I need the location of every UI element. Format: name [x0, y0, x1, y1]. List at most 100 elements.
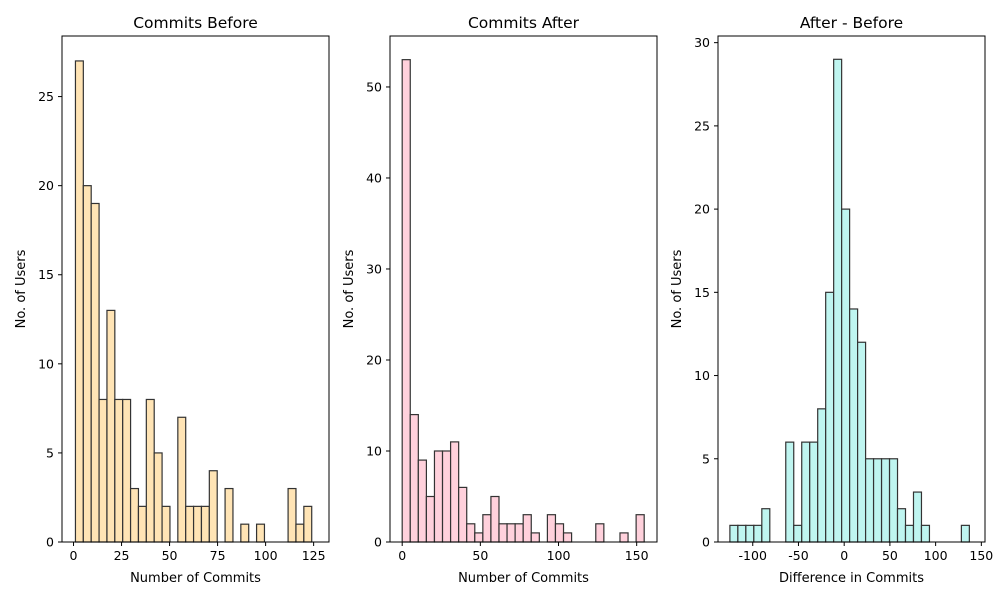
histogram-bar	[433, 450, 444, 543]
histogram-bar	[737, 524, 747, 543]
histogram-bar	[200, 505, 210, 543]
y-tick-label: 10	[38, 356, 54, 371]
histogram-bar	[482, 514, 492, 543]
histogram-bar	[619, 532, 629, 543]
histogram-bar	[864, 458, 875, 543]
y-tick-label: 20	[694, 202, 710, 217]
histogram-bar	[474, 532, 484, 543]
histogram-bar	[880, 458, 891, 543]
histogram-bar	[960, 524, 970, 543]
histogram-bar	[506, 523, 516, 543]
histogram-bar	[137, 505, 147, 543]
x-tick-label: 50	[472, 548, 488, 563]
x-tick-label: 0	[840, 548, 848, 563]
histogram-bar	[498, 523, 508, 543]
histogram-bar	[793, 524, 803, 543]
histogram-bar	[554, 523, 565, 543]
histogram-bar	[729, 524, 739, 543]
histogram-bar	[129, 487, 140, 543]
y-tick-label: 0	[702, 535, 710, 550]
histogram-bar	[466, 523, 476, 543]
plot-frame	[61, 35, 330, 543]
x-tick-label: 100	[254, 548, 278, 563]
histogram-bar	[240, 523, 250, 543]
chart-title: Commits After	[468, 14, 580, 32]
y-tick-label: 50	[366, 79, 382, 94]
histogram-bar	[745, 524, 755, 543]
y-tick-label: 15	[694, 285, 710, 300]
y-tick-label: 0	[46, 535, 54, 550]
x-tick-label: -50	[788, 548, 808, 563]
y-tick-label: 20	[38, 178, 54, 193]
histogram-bar	[817, 408, 827, 543]
histogram-bar	[153, 452, 163, 543]
histogram-bar	[896, 508, 907, 543]
x-tick-label: 50	[162, 548, 178, 563]
histogram-bar	[417, 459, 427, 543]
histogram-bar	[98, 398, 108, 543]
x-tick-label: 75	[210, 548, 226, 563]
chart-after-minus-before: After - Before -100 -50 0 50 100 150 0 5 10 15 20 2…	[670, 14, 993, 586]
histogram-bar	[562, 532, 573, 543]
plot-frame	[717, 35, 986, 543]
y-tick-label: 25	[38, 89, 54, 104]
histogram-bar	[145, 398, 155, 543]
y-tick-label: 5	[46, 445, 54, 460]
histogram-bar	[106, 309, 116, 543]
histogram-bar	[857, 341, 867, 543]
chart-title: After - Before	[800, 14, 903, 32]
histogram-bar	[303, 505, 313, 543]
histogram-bar	[833, 58, 843, 543]
histogram-bar	[255, 523, 266, 543]
histogram-bar	[635, 514, 645, 543]
histogram-bar	[449, 441, 460, 543]
histogram-bar	[912, 491, 923, 543]
histogram-bar	[114, 398, 124, 543]
x-axis-label: Difference in Commits	[779, 571, 924, 586]
histogram-bar	[409, 413, 419, 543]
histogram-bar	[287, 487, 297, 543]
histogram-bar	[809, 441, 819, 543]
x-tick-label: 0	[70, 548, 78, 563]
histogram-bar	[595, 523, 605, 543]
chart-commits-before: Commits Before 0 25 50 75 100 125 0 5 10 15 20 25 N…	[14, 14, 330, 586]
histogram-bar	[872, 458, 883, 543]
histogram-bar	[785, 441, 795, 543]
x-axis-label: Number of Commits	[458, 571, 589, 586]
histogram-bar	[530, 532, 540, 543]
histogram-bar	[90, 202, 100, 543]
x-tick-label: 150	[969, 548, 993, 563]
y-tick-label: 30	[694, 35, 710, 50]
histogram-bar	[208, 470, 218, 543]
histogram-bar	[82, 185, 92, 543]
ticks-group: 0 50 100 150 0 10 20 30 40 50	[366, 79, 649, 563]
histogram-bar	[185, 505, 195, 543]
y-tick-label: 10	[694, 368, 710, 383]
y-axis-label: No. of Users	[670, 249, 685, 328]
histogram-bar	[522, 514, 532, 543]
histogram-bar	[904, 524, 915, 543]
histogram-bar	[74, 60, 84, 543]
histogram-bar	[161, 505, 171, 543]
histogram-bar	[761, 508, 771, 543]
x-tick-label: 125	[302, 548, 326, 563]
histogram-bar	[801, 441, 811, 543]
x-tick-label: 100	[924, 548, 948, 563]
y-tick-label: 0	[374, 535, 382, 550]
histogram-bar	[441, 450, 452, 543]
y-tick-label: 25	[694, 118, 710, 133]
x-axis-label: Number of Commits	[130, 571, 261, 586]
ticks-group: -100 -50 0 50 100 150 0 5 10 15 20 25 30	[694, 35, 993, 563]
ticks-group: 0 25 50 75 100 125 0 5 10 15 20 25	[38, 89, 325, 563]
y-tick-label: 15	[38, 267, 54, 282]
y-axis-label: No. of Users	[14, 249, 29, 328]
histogram-bar	[122, 398, 132, 543]
histogram-bar	[920, 524, 931, 543]
y-tick-label: 30	[366, 261, 382, 276]
y-tick-label: 40	[366, 170, 382, 185]
x-tick-label: 150	[625, 548, 649, 563]
histogram-bar	[514, 523, 524, 543]
histogram-bar	[753, 524, 763, 543]
histogram-bar	[401, 59, 411, 543]
